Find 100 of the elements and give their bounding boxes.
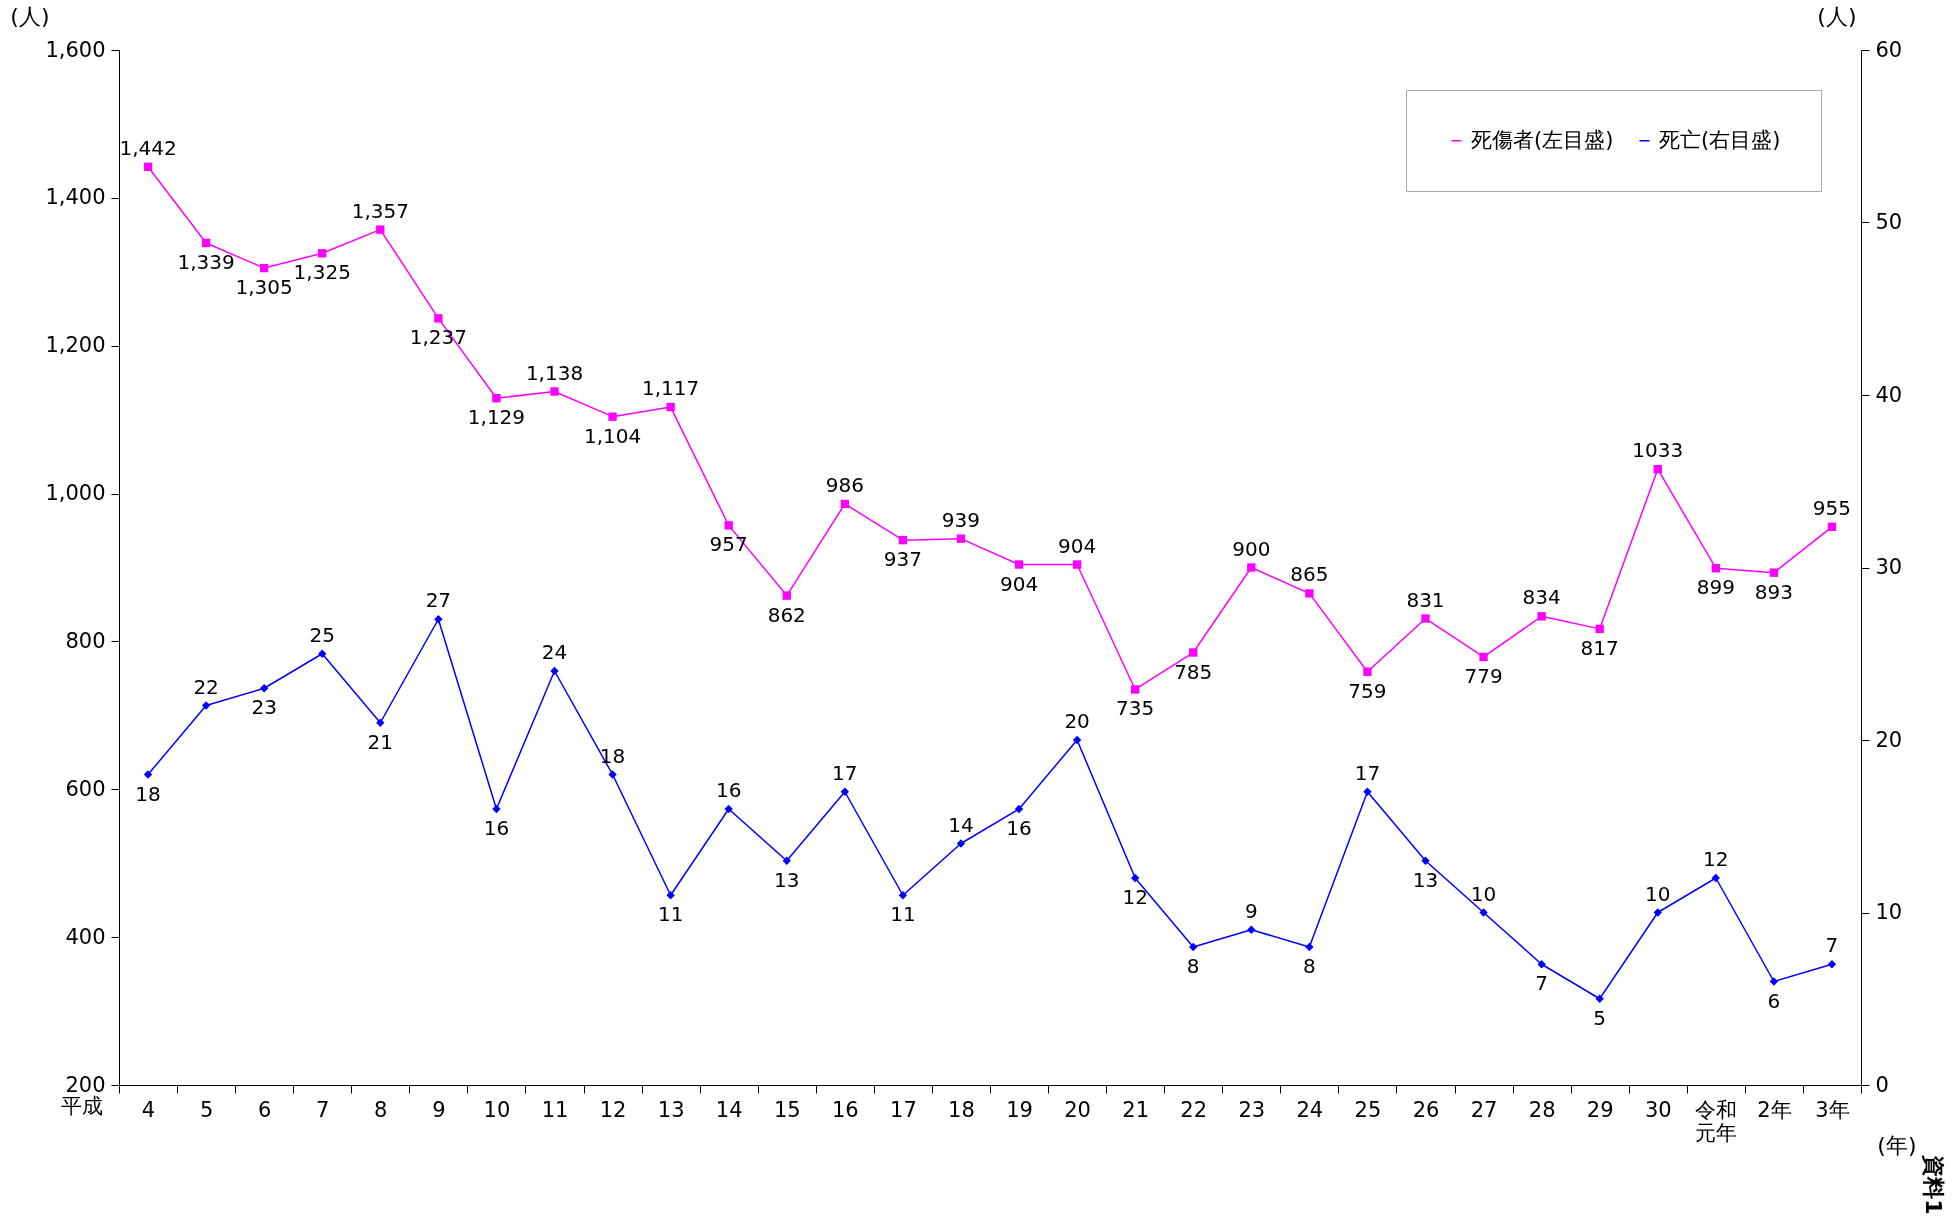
data-label: 16 (1006, 816, 1032, 840)
data-label: 8 (1186, 954, 1200, 978)
point (898, 891, 908, 900)
point (201, 701, 211, 710)
y2-tick-label: 0 (1875, 1072, 1889, 1097)
point (1653, 464, 1662, 474)
data-label: 13 (1412, 867, 1439, 892)
x-tick-label: 13 (657, 1097, 685, 1122)
x-tick-label: 11 (541, 1097, 569, 1122)
point (259, 263, 269, 273)
x-tick-label: 15 (773, 1097, 801, 1122)
x-tick-label: 12 (599, 1097, 627, 1122)
data-label: 1,129 (467, 405, 526, 430)
point (376, 225, 385, 234)
x-tick-label: 9 (432, 1097, 446, 1122)
point (1769, 568, 1779, 577)
data-label: 986 (825, 472, 864, 497)
data-label: 939 (941, 507, 981, 532)
x-tick-label: 10 (483, 1097, 511, 1122)
point (550, 666, 559, 676)
point (1305, 942, 1314, 952)
y2-axis-title: (人) (1817, 3, 1857, 29)
x-tick-label: 20 (1064, 1097, 1091, 1122)
y-tick-label: 1,600 (45, 37, 106, 62)
point (1653, 908, 1662, 917)
point (318, 649, 327, 658)
y2-tick-label: 20 (1875, 727, 1903, 752)
data-label: 12 (1122, 885, 1148, 909)
x-tick-label: 29 (1586, 1097, 1614, 1122)
point (492, 394, 501, 403)
data-label: 957 (709, 532, 748, 557)
data-label: 13 (774, 867, 800, 892)
point (1363, 787, 1372, 796)
data-label: 955 (1812, 495, 1852, 520)
x-tick-label: 28 (1528, 1097, 1556, 1122)
data-label: 11 (657, 902, 684, 927)
point (1363, 667, 1372, 676)
point (143, 770, 153, 779)
x-tick-label: 8 (374, 1097, 388, 1122)
x-tick-label: 3年 (1815, 1097, 1850, 1122)
x-tick-label: 18 (948, 1097, 975, 1122)
point (666, 891, 675, 900)
point (898, 535, 908, 545)
y2-tick-label: 60 (1875, 37, 1903, 62)
x-tick-label: 26 (1412, 1097, 1440, 1122)
point (1189, 648, 1198, 657)
data-label: 735 (1116, 696, 1155, 721)
point (1189, 942, 1198, 952)
data-label: 18 (599, 743, 626, 768)
x-tick-label: 7 (316, 1097, 330, 1122)
legend-label: 死亡(右目盛) (1659, 127, 1781, 152)
data-label: 16 (715, 778, 742, 802)
x-tick-label: 14 (715, 1097, 743, 1122)
x-tick-label: 23 (1238, 1097, 1266, 1122)
x-tick-label: 24 (1296, 1097, 1324, 1122)
x-tick-label: 22 (1180, 1097, 1208, 1122)
data-label: 1,104 (583, 423, 642, 448)
data-label: 937 (883, 547, 922, 572)
point (1595, 994, 1604, 1003)
data-label: 1,305 (235, 275, 293, 300)
point (1711, 564, 1721, 573)
point (376, 718, 385, 727)
data-label: 1,442 (119, 135, 177, 160)
point (1130, 685, 1140, 694)
point (1595, 624, 1604, 634)
text: 平成 (61, 1094, 103, 1118)
data-label: 893 (1754, 579, 1793, 604)
y-tick-label: 1,400 (45, 185, 106, 210)
point (1130, 873, 1140, 883)
data-label: 1,339 (177, 249, 235, 274)
point (956, 534, 966, 543)
point (782, 591, 791, 600)
point (1769, 977, 1779, 986)
data-label: 11 (890, 902, 916, 927)
data-label: 9 (1244, 898, 1258, 923)
y-axis-title: (人) (10, 3, 50, 29)
point (1537, 612, 1546, 621)
point (1421, 614, 1430, 623)
point (1479, 908, 1488, 917)
point (608, 412, 617, 421)
point (1305, 589, 1314, 598)
y2-tick-label: 30 (1875, 555, 1903, 579)
y-tick-label: 1,200 (45, 333, 106, 358)
x-tick-label: 5 (199, 1097, 214, 1122)
x-tick-label: 令和元年 (1695, 1097, 1738, 1145)
data-label: 21 (367, 729, 394, 754)
data-label: 865 (1290, 562, 1329, 587)
text: 資料1 (1921, 1154, 1946, 1215)
data-label: 22 (193, 674, 219, 699)
data-label: 17 (832, 760, 858, 785)
data-label: 900 (1232, 536, 1271, 561)
data-label: 16 (483, 816, 510, 840)
y2-tick-label: 50 (1875, 210, 1903, 234)
point (434, 314, 443, 323)
point (724, 521, 733, 530)
data-label: 785 (1174, 659, 1213, 684)
data-label: 7 (1825, 933, 1839, 958)
x-tick-label: 16 (831, 1097, 859, 1122)
y2-tick-label: 10 (1875, 900, 1903, 924)
data-label: 14 (948, 812, 974, 837)
